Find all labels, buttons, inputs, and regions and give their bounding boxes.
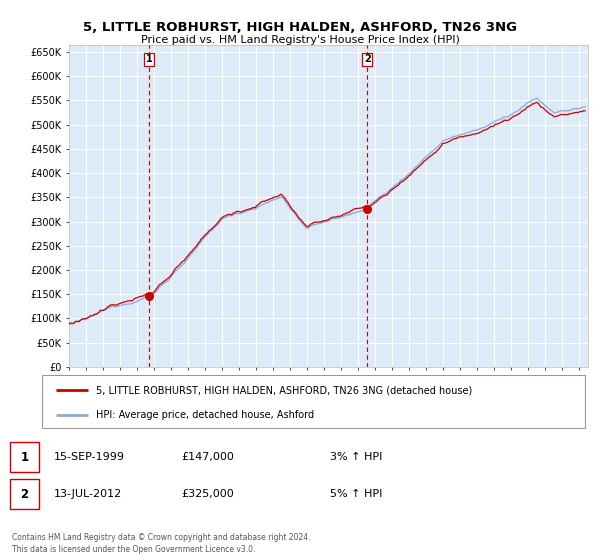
Text: 5% ↑ HPI: 5% ↑ HPI xyxy=(330,489,382,499)
Text: HPI: Average price, detached house, Ashford: HPI: Average price, detached house, Ashf… xyxy=(97,409,314,419)
Text: 5, LITTLE ROBHURST, HIGH HALDEN, ASHFORD, TN26 3NG (detached house): 5, LITTLE ROBHURST, HIGH HALDEN, ASHFORD… xyxy=(97,385,473,395)
Text: Contains HM Land Registry data © Crown copyright and database right 2024.
This d: Contains HM Land Registry data © Crown c… xyxy=(12,533,311,554)
Text: 15-SEP-1999: 15-SEP-1999 xyxy=(53,452,124,462)
Text: 1: 1 xyxy=(20,451,28,464)
FancyBboxPatch shape xyxy=(10,479,38,509)
FancyBboxPatch shape xyxy=(42,375,585,428)
Text: 5, LITTLE ROBHURST, HIGH HALDEN, ASHFORD, TN26 3NG: 5, LITTLE ROBHURST, HIGH HALDEN, ASHFORD… xyxy=(83,21,517,34)
Text: 3% ↑ HPI: 3% ↑ HPI xyxy=(330,452,382,462)
Text: £325,000: £325,000 xyxy=(181,489,234,499)
Text: £147,000: £147,000 xyxy=(181,452,234,462)
Text: Price paid vs. HM Land Registry's House Price Index (HPI): Price paid vs. HM Land Registry's House … xyxy=(140,35,460,45)
Text: 2: 2 xyxy=(364,54,371,64)
Text: 2: 2 xyxy=(20,488,28,501)
Text: 1: 1 xyxy=(146,54,152,64)
Text: 13-JUL-2012: 13-JUL-2012 xyxy=(53,489,122,499)
FancyBboxPatch shape xyxy=(10,442,38,472)
